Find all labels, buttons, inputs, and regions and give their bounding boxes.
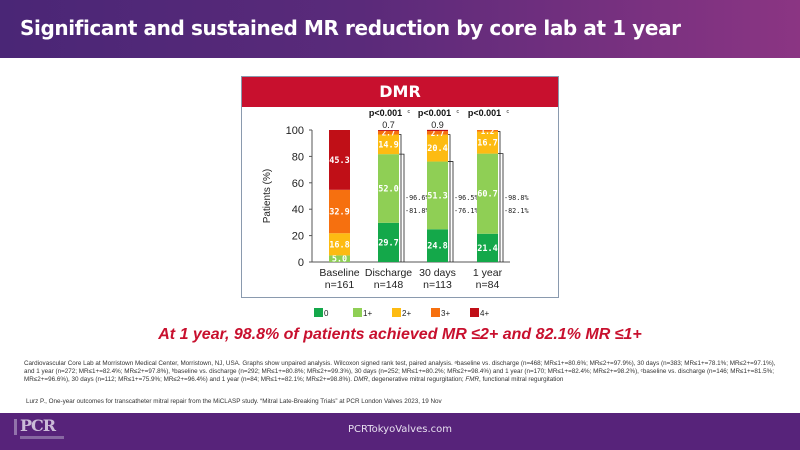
logo-bar xyxy=(14,419,17,435)
bar-segment-4plus xyxy=(378,130,399,131)
chart-panel: DMR xyxy=(241,76,559,298)
x-tick-n-label: n=113 xyxy=(423,279,452,291)
bracket-label-le2: -98.8% xyxy=(504,194,529,202)
pcr-logo: PCR xyxy=(14,416,64,444)
bar-segment-2plus xyxy=(329,233,350,256)
legend-label: 2+ xyxy=(402,309,411,318)
bar-segment-1plus xyxy=(378,154,399,223)
y-tick-label: 100 xyxy=(286,125,304,137)
title-bar: Significant and sustained MR reduction b… xyxy=(0,0,800,58)
bar-segment-4plus xyxy=(329,130,350,190)
data-label: 20.4 xyxy=(427,144,447,154)
data-label: 2.7 xyxy=(431,129,445,138)
logo-text: PCR xyxy=(20,416,56,435)
bracket-le2 xyxy=(498,131,501,262)
legend-swatch xyxy=(314,308,323,317)
legend-label: 1+ xyxy=(363,309,372,318)
bar-segment-2plus xyxy=(378,134,399,155)
bar-segment-1plus xyxy=(477,153,498,234)
slide-title: Significant and sustained MR reduction b… xyxy=(20,16,681,40)
x-tick-n-label: n=84 xyxy=(476,279,500,291)
key-finding-statement: At 1 year, 98.8% of patients achieved MR… xyxy=(158,326,642,343)
data-label: 24.8 xyxy=(427,242,447,252)
bracket-label-le2: -96.6% xyxy=(405,194,430,202)
bracket-le1 xyxy=(498,153,504,262)
abbr-dmr: DMR xyxy=(353,376,369,384)
legend-swatch xyxy=(431,308,440,317)
bar-segment-4plus xyxy=(427,129,448,132)
legend-label: 4+ xyxy=(480,309,489,318)
data-label: 14.9 xyxy=(378,140,398,150)
legend-label: 0 xyxy=(324,309,329,318)
data-label: 16.8 xyxy=(329,240,349,250)
bar-segment-3plus xyxy=(329,189,350,234)
footnote-text: Cardiovascular Core Lab at Morristown Me… xyxy=(24,360,776,384)
bar-segment-3plus xyxy=(477,130,498,132)
data-label: 2.7 xyxy=(382,129,396,138)
bar-segment-0 xyxy=(477,233,498,262)
x-tick-n-label: n=148 xyxy=(374,279,404,291)
data-label: 51.3 xyxy=(427,191,447,201)
bracket-label-le1: -82.1% xyxy=(504,207,529,215)
x-tick-label: 30 days xyxy=(419,267,456,279)
x-tick-label: 1 year xyxy=(473,267,503,279)
stacked-bar-chart: Patients (%) 0 20 40 60 80 100 5.0 16.8 32.9 45.… xyxy=(262,108,529,318)
p-value-superscript: c xyxy=(507,109,510,115)
legend-swatch xyxy=(470,308,479,317)
data-label: 1.2 xyxy=(481,127,495,136)
abbr-fmr-def: , functional mitral regurgitation xyxy=(479,376,564,384)
y-tick-label: 20 xyxy=(292,231,304,243)
x-tick-label: Discharge xyxy=(365,267,412,279)
data-label-above: 0.9 xyxy=(431,120,444,130)
data-label: 21.4 xyxy=(477,244,497,254)
bracket-label-le1: -81.8% xyxy=(405,207,430,215)
bar-segment-2plus xyxy=(477,131,498,154)
p-value-label: p<0.001 xyxy=(369,108,402,118)
bar-segment-1plus xyxy=(329,255,350,262)
bar-segment-0 xyxy=(427,229,448,262)
bar-segment-3plus xyxy=(378,130,399,135)
data-label: 5.0 xyxy=(332,255,347,265)
p-value-superscript: c xyxy=(457,109,460,115)
legend-swatch xyxy=(353,308,362,317)
data-label: 29.7 xyxy=(378,238,398,248)
bar-segment-2plus xyxy=(427,134,448,162)
reference-citation: Lurz P., One-year outcomes for transcath… xyxy=(26,398,442,405)
data-label-above: 0.7 xyxy=(382,120,395,130)
bracket-le1 xyxy=(448,161,454,262)
legend-swatch xyxy=(392,308,401,317)
bracket-label-le1: -76.1% xyxy=(454,207,479,215)
bracket-le1 xyxy=(399,153,405,262)
abbr-fmr: FMR xyxy=(465,376,480,384)
y-tick-label: 60 xyxy=(292,178,304,190)
p-value-superscript: c xyxy=(408,109,411,115)
data-label: 45.3 xyxy=(329,156,349,166)
bracket-le2 xyxy=(399,134,402,262)
logo-subtitle xyxy=(20,436,64,439)
data-label: 52.0 xyxy=(378,184,398,194)
footer-bar: PCR PCRTokyoValves.com xyxy=(0,413,800,450)
data-label: 60.7 xyxy=(477,190,497,200)
bar-segment-0 xyxy=(378,222,399,262)
bracket-le2 xyxy=(448,134,451,262)
data-label: 16.7 xyxy=(477,139,497,149)
y-tick-label: 0 xyxy=(298,257,304,269)
bar-segment-3plus xyxy=(427,131,448,135)
p-value-label: p<0.001 xyxy=(418,108,451,118)
y-tick-label: 80 xyxy=(292,151,304,163)
y-tick-label: 40 xyxy=(292,204,304,216)
footnote: Cardiovascular Core Lab at Morristown Me… xyxy=(24,360,784,385)
data-label: 32.9 xyxy=(329,208,349,218)
chart-title: DMR xyxy=(242,77,558,107)
y-axis-label: Patients (%) xyxy=(262,169,273,223)
x-tick-n-label: n=161 xyxy=(325,279,355,291)
p-value-label: p<0.001 xyxy=(468,108,501,118)
footer-website-link[interactable]: PCRTokyoValves.com xyxy=(347,424,453,435)
x-tick-label: Baseline xyxy=(319,267,359,279)
abbr-dmr-def: , degenerative mitral regurgitation; xyxy=(368,376,466,384)
bracket-label-le2: -96.5% xyxy=(454,194,479,202)
legend-label: 3+ xyxy=(441,309,450,318)
bar-segment-1plus xyxy=(427,161,448,230)
